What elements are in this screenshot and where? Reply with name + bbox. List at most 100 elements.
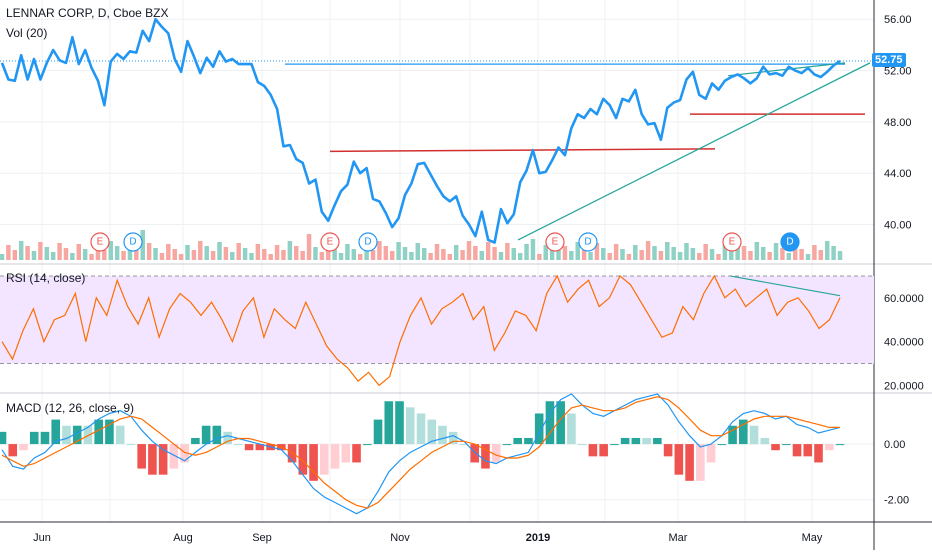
volume-bar [485,242,491,260]
volume-bar [613,244,619,260]
price-series-line[interactable] [0,17,841,244]
macd-histogram-bar [287,444,297,463]
macd-histogram-bar [201,425,211,445]
volume-indicator-label[interactable]: Vol (20) [6,26,48,40]
volume-bar [313,247,318,260]
macd-histogram-bar [545,401,555,445]
volume-bar [389,251,395,260]
signal-series-line[interactable] [1,396,840,509]
rsi-indicator-label[interactable]: RSI (14, close) [6,271,86,285]
volume-bar [287,241,293,260]
volume-bar [364,245,369,260]
earnings-marker[interactable] [320,232,340,252]
macd-histogram-bar [524,437,533,445]
macd-histogram-bar [781,444,791,446]
dividend-marker-label: D [129,237,136,248]
volume-bar [434,244,440,260]
macd-histogram-bar [158,444,168,475]
macd-histogram-bar [309,444,318,481]
volume-bar [326,243,331,260]
dividend-marker-label: D [364,237,371,248]
macd-histogram-bar [674,444,684,475]
support-line[interactable] [329,148,716,153]
macd-indicator-label[interactable]: MACD (12, 26, close, 9) [6,401,135,415]
symbol-title[interactable]: LENNAR CORP, D, Cboe BZX [6,6,169,20]
volume-bar [505,243,510,260]
volume-bar [792,244,798,260]
macd-histogram-bar [105,419,114,445]
volume-bar [639,250,644,260]
volume-bar [601,248,606,260]
volume-bar [31,251,37,260]
macd-histogram-bar [567,413,576,445]
macd-series-line[interactable] [1,393,841,515]
volume-bar [146,243,152,260]
volume-bar [230,252,235,260]
macd-histogram-bar [148,444,157,475]
macd-histogram-bar [470,444,480,463]
volume-bar [6,245,11,260]
volume-bar [818,250,824,260]
dividend-marker[interactable] [123,232,143,252]
macd-histogram-bar [663,444,673,457]
rsi-series-line[interactable] [1,274,841,387]
volume-bar [121,251,126,260]
macd-histogram-bar [40,431,50,445]
volume-bar [754,242,760,260]
volume-bar [569,251,574,260]
volume-bar [722,245,728,260]
volume-bar [281,250,286,260]
macd-histogram-bar [534,413,544,445]
dividend-marker[interactable] [358,232,378,252]
volume-bar [402,247,408,260]
volume-bar [421,248,427,260]
volume-bar [466,241,472,260]
volume-bar [82,249,88,260]
volume-bar [805,254,811,260]
volume-bar [50,252,56,260]
macd-histogram-bar [8,444,18,457]
rsi-axis-tick: 60.0000 [884,293,924,305]
macd-histogram-bar [94,419,103,445]
macd-histogram-bar [610,444,619,446]
volume-bar [204,246,209,260]
volume-bar [581,247,587,260]
earnings-marker[interactable] [545,232,565,252]
dividend-marker[interactable] [578,232,598,252]
macd-histogram-bar [739,419,748,445]
trend-line[interactable] [517,62,871,241]
macd-histogram-bar [824,444,834,451]
volume-bar [498,252,504,260]
volume-bar [453,245,459,260]
macd-histogram-bar [244,444,254,451]
macd-histogram-bar [481,444,490,469]
volume-bar [306,234,312,260]
earnings-marker[interactable] [90,232,110,252]
earnings-marker[interactable] [722,232,742,252]
rsi-band [0,275,874,364]
macd-histogram-bar [448,431,458,445]
macd-histogram-bar [491,444,501,463]
volume-bar [185,245,190,260]
volume-bar [338,253,344,260]
macd-histogram-bar [19,444,28,451]
last-price-tag: 52.75 [872,52,906,67]
volume-bar [198,241,203,260]
volume-bar [594,243,600,260]
volume-bar [709,249,715,260]
macd-histogram-bar [427,419,437,445]
time-axis-tick: Sep [252,532,272,544]
volume-bar [370,250,376,260]
rsi-trend-line[interactable] [729,275,841,297]
volume-bar [575,242,580,260]
volume-bar [837,251,843,260]
macd-histogram-bar [685,444,694,481]
volume-bar [473,246,478,260]
volume-bar [671,247,676,260]
dividend-marker[interactable] [780,232,800,252]
macd-histogram-bar [255,444,265,451]
volume-bar [217,242,222,260]
volume-bar [294,246,299,260]
